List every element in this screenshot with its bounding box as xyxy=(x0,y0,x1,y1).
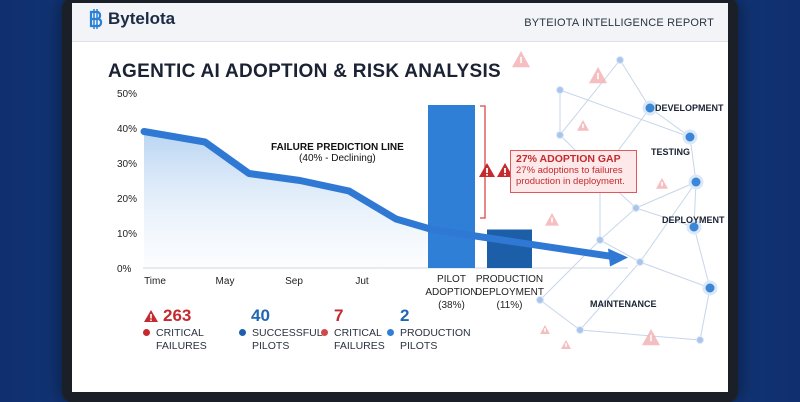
stat-label: SUCCESSFUL PILOTS xyxy=(252,327,323,352)
gap-line-1: 27% adoptions to failures xyxy=(516,165,623,176)
network-node xyxy=(576,326,584,334)
network-link xyxy=(635,207,695,228)
stat-successful-pilots: 40 SUCCESSFUL PILOTS xyxy=(239,306,323,353)
network-label-testing: TESTING xyxy=(651,147,691,157)
network-link xyxy=(639,181,697,263)
stat-production-pilots: 2 PRODUCTION PILOTS xyxy=(387,306,471,353)
failure-line-title: FAILURE PREDICTION LINE xyxy=(271,142,404,153)
failure-line-subtitle: (40% - Declining) xyxy=(299,153,376,164)
brand-logo[interactable]: Bytelota xyxy=(88,9,175,29)
network-node xyxy=(556,131,564,139)
dot-icon xyxy=(239,329,246,336)
y-tick-label: 40% xyxy=(117,124,137,135)
report-label: BYTEIOTA INTELLIGENCE REPORT xyxy=(524,17,714,29)
network-node xyxy=(682,129,698,145)
warning-icon xyxy=(144,310,158,322)
x-tick-label: Sep xyxy=(285,276,303,287)
x-tick-label: Jut xyxy=(355,276,369,287)
network-node xyxy=(536,296,544,304)
network-node xyxy=(702,280,718,296)
gap-line-2: production in deployment. xyxy=(516,176,625,187)
stat-value: 40 xyxy=(251,306,270,325)
network-node xyxy=(696,336,704,344)
y-tick-label: 30% xyxy=(117,159,137,170)
network-node xyxy=(688,174,704,190)
bar-label: (38%) xyxy=(438,300,465,311)
network-link xyxy=(559,89,691,138)
bar-label: (11%) xyxy=(497,300,523,311)
stat-label: CRITICAL FAILURES xyxy=(156,327,207,352)
network-node xyxy=(616,56,624,64)
network-node xyxy=(556,86,564,94)
area-fill xyxy=(144,131,432,268)
stat-critical-failures: 263 CRITICAL FAILURES xyxy=(143,306,207,353)
brand-name: Bytelota xyxy=(108,9,176,28)
page-title: AGENTIC AI ADOPTION & RISK ANALYSIS xyxy=(108,61,501,82)
dot-icon xyxy=(387,329,394,336)
network-link xyxy=(539,299,581,331)
arrow-head-icon xyxy=(608,248,628,267)
y-tick-label: 10% xyxy=(117,229,137,240)
network-link xyxy=(635,181,697,209)
failure-prediction-line xyxy=(140,128,616,260)
x-tick-label: Time xyxy=(144,276,166,287)
bar-label: DEPLOYMENT xyxy=(475,287,544,298)
network-link xyxy=(699,287,711,341)
network-link xyxy=(693,181,697,228)
failure-line-label: FAILURE PREDICTION LINE (40% - Declining… xyxy=(271,142,404,164)
gap-title: 27% ADOPTION GAP xyxy=(516,153,621,165)
stat-label: PRODUCTION PILOTS xyxy=(400,327,471,352)
network-label-deployment: DEPLOYMENT xyxy=(662,215,725,225)
network-node xyxy=(632,204,640,212)
y-tick-label: 0% xyxy=(117,264,132,275)
bar-label: PILOT xyxy=(437,274,466,285)
stats-row: 263 CRITICAL FAILURES 40 SUCCESSFUL PILOTS… xyxy=(70,306,471,366)
network-link xyxy=(559,59,621,136)
bar-label: ADOPTION xyxy=(425,287,477,298)
network-label-maintenance: MAINTENANCE xyxy=(590,299,657,309)
y-tick-label: 50% xyxy=(117,89,137,100)
bar-pilot xyxy=(428,105,475,268)
network-node xyxy=(596,236,604,244)
stat-value: 263 xyxy=(163,306,192,325)
network-link xyxy=(579,329,701,341)
network-link xyxy=(649,107,691,138)
network-node xyxy=(642,100,658,116)
network-label-development: DEVELOPMENT xyxy=(655,103,724,113)
network-node xyxy=(686,219,702,235)
stat-value: 2 xyxy=(400,306,410,325)
network-node xyxy=(636,258,644,266)
bar-label: PRODUCTION xyxy=(476,274,543,285)
x-tick-label: May xyxy=(216,276,235,287)
dot-icon xyxy=(143,329,150,336)
bitcoin-icon xyxy=(89,9,103,29)
y-tick-label: 20% xyxy=(117,194,137,205)
network-link xyxy=(693,226,711,289)
gap-bracket xyxy=(480,105,486,219)
network-link xyxy=(619,59,651,109)
stat-value: 7 xyxy=(334,306,344,325)
stat-label: CRITICAL FAILURES xyxy=(334,327,385,352)
network-link xyxy=(599,239,641,263)
network-link xyxy=(689,136,697,183)
network-link xyxy=(599,207,637,241)
stat-critical-failures-2: 7 CRITICAL FAILURES xyxy=(321,306,385,353)
adoption-gap-callout: 27% ADOPTION GAP 27% adoptions to failur… xyxy=(510,150,637,193)
top-bar: Bytelota BYTEIOTA INTELLIGENCE REPORT xyxy=(72,3,728,42)
network-link xyxy=(639,261,711,289)
dot-icon xyxy=(321,329,328,336)
network-link xyxy=(579,261,641,331)
